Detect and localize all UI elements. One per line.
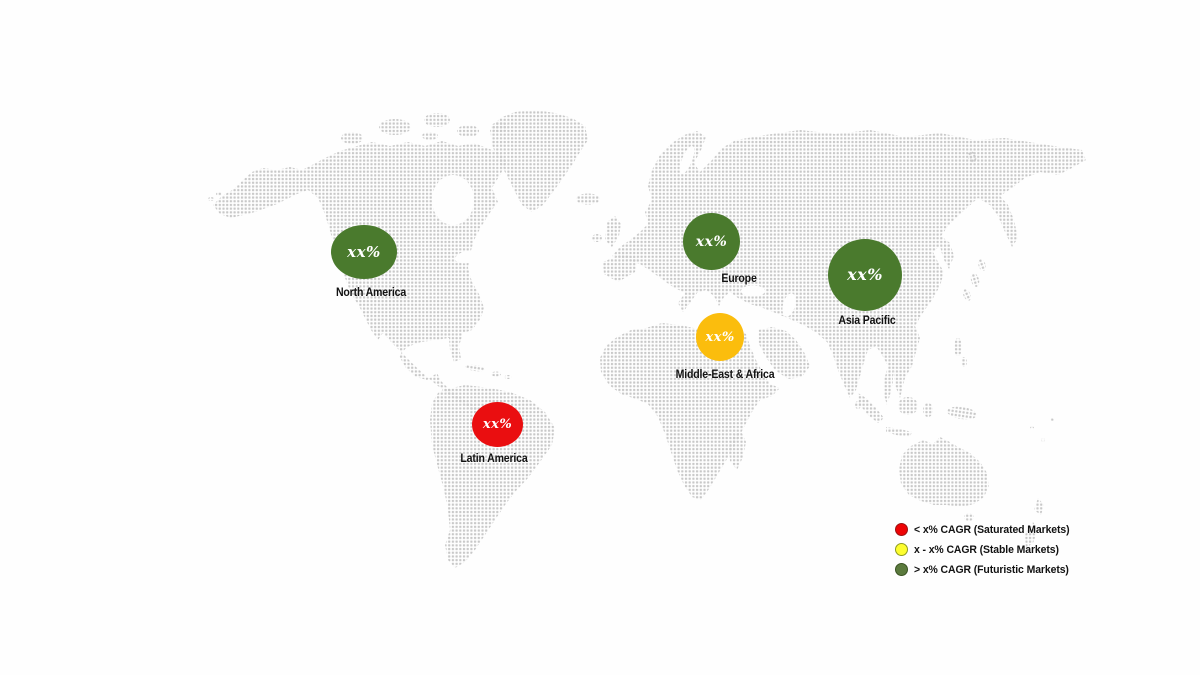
- region-label-latin-america: Latin America: [460, 451, 528, 465]
- legend-label-futuristic: > x% CAGR (Futuristic Markets): [914, 563, 1069, 576]
- region-bubble-middle-east-africa: xx%: [696, 313, 744, 361]
- region-value-europe: xx%: [695, 233, 728, 250]
- sea-overlays: [432, 145, 796, 317]
- region-label-asia-pacific: Asia Pacific: [838, 313, 896, 327]
- region-label-middle-east-africa: Middle-East & Africa: [675, 367, 775, 381]
- continents: [208, 110, 1086, 568]
- legend-item-futuristic: > x% CAGR (Futuristic Markets): [895, 563, 1078, 576]
- region-value-north-america: xx%: [347, 242, 381, 261]
- legend-label-stable: x - x% CAGR (Stable Markets): [914, 543, 1059, 556]
- legend-item-saturated: < x% CAGR (Saturated Markets): [895, 523, 1078, 536]
- legend: < x% CAGR (Saturated Markets) x - x% CAG…: [895, 523, 1078, 576]
- legend-dot-futuristic-icon: [895, 563, 908, 576]
- region-label-europe: Europe: [721, 271, 757, 285]
- region-label-north-america: North America: [335, 285, 407, 299]
- region-bubble-europe: xx%: [683, 213, 740, 270]
- region-bubble-north-america: xx%: [331, 225, 397, 279]
- legend-item-stable: x - x% CAGR (Stable Markets): [895, 543, 1078, 556]
- region-value-middle-east-africa: xx%: [705, 329, 735, 345]
- region-bubble-asia-pacific: xx%: [828, 239, 902, 311]
- legend-label-saturated: < x% CAGR (Saturated Markets): [914, 523, 1070, 536]
- legend-dot-stable-icon: [895, 543, 908, 556]
- region-value-latin-america: xx%: [482, 417, 513, 432]
- legend-dot-saturated-icon: [895, 523, 908, 536]
- region-value-asia-pacific: xx%: [847, 265, 883, 284]
- region-bubble-latin-america: xx%: [472, 402, 523, 447]
